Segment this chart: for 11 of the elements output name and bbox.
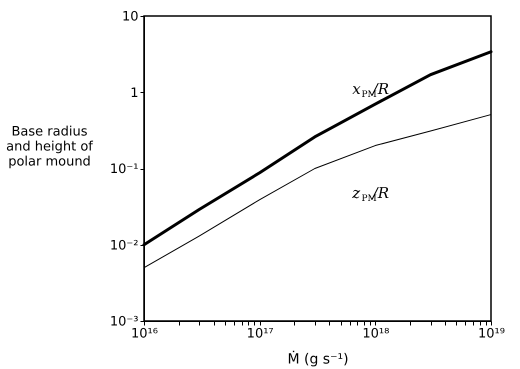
x-tick-label: 10¹⁹ <box>478 326 505 342</box>
y-tick-label: 10 <box>122 10 138 24</box>
y-tick-label: 10⁻¹ <box>110 162 138 177</box>
y-tick-label: 1 <box>130 86 138 101</box>
y-tick-label: 10⁻² <box>110 238 138 254</box>
x-tick-label: 10¹⁶ <box>131 326 158 342</box>
x-tick-label: 10¹⁷ <box>246 326 274 342</box>
y-axis-title: Base radius and height of polar mound <box>6 124 94 170</box>
x-axis-title: Ṁ (g s⁻¹) <box>287 350 349 368</box>
x-tick-label: 10¹⁸ <box>362 326 390 342</box>
y-tick-label: 10⁻³ <box>110 314 138 330</box>
